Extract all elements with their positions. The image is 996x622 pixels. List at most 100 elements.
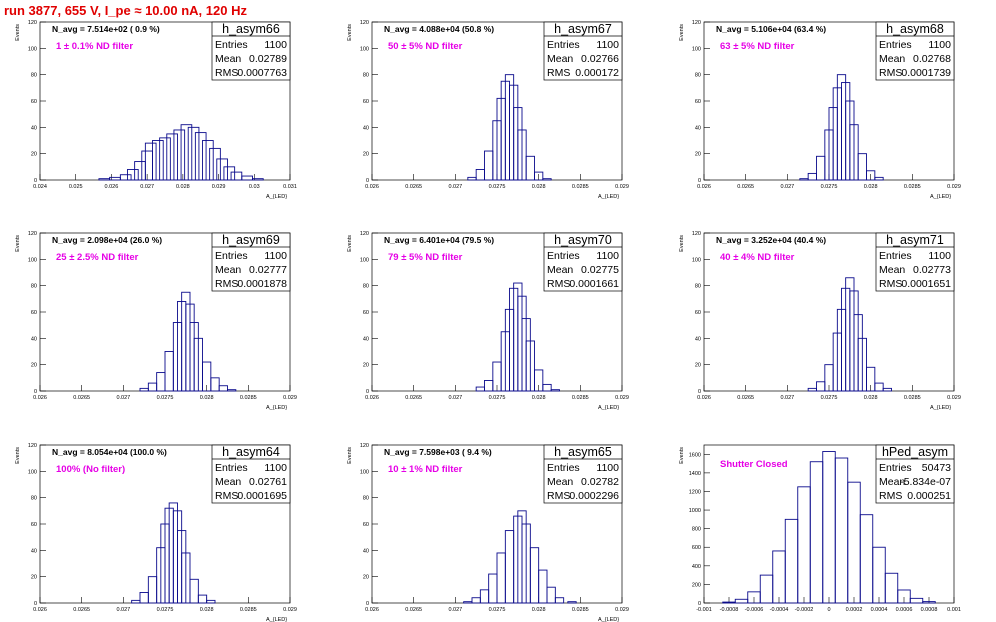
x-tick-label: 0.0275 — [489, 607, 506, 613]
stats-box — [543, 444, 623, 504]
histogram-bar — [496, 552, 506, 604]
x-tick-label: 0.028 — [200, 607, 214, 613]
x-tick-label: 0.026 — [33, 395, 47, 401]
x-axis-title: A_{LED} — [598, 405, 619, 411]
y-tick-label: 120 — [692, 20, 701, 26]
x-tick-label: 0.0275 — [489, 395, 506, 401]
histogram-bar — [529, 547, 540, 604]
navg-label: N_avg = 3.252e+04 (40.4 %) — [716, 235, 826, 245]
histogram-bar — [807, 387, 817, 392]
histogram-bar — [216, 158, 228, 181]
histogram-bar — [218, 385, 228, 392]
stats-entries-value: 50473 — [922, 462, 951, 474]
y-tick-label: 20 — [695, 363, 701, 369]
stats-mean-value: 0.02761 — [249, 476, 287, 488]
y-tick-label: 120 — [28, 231, 37, 237]
stats-entries-value: 1100 — [928, 39, 951, 51]
y-axis-title: Events — [347, 24, 353, 41]
stats-title: h_asym64 — [222, 445, 280, 459]
stats-rms-label: RMS — [215, 490, 238, 502]
x-tick-label: 0.0285 — [572, 607, 589, 613]
histogram-bar — [202, 140, 214, 181]
stats-mean-value: 0.02782 — [581, 476, 619, 488]
x-tick-label: -0.001 — [696, 607, 712, 613]
histogram-bar — [206, 599, 216, 604]
y-tick-label: 0 — [698, 601, 701, 607]
x-tick-label: 0.029 — [947, 395, 961, 401]
x-tick-label: 0.0285 — [904, 395, 921, 401]
histogram-bar — [230, 171, 243, 181]
histogram-bar — [479, 589, 490, 604]
x-tick-label: 0.026 — [33, 607, 47, 613]
stats-entries-value: 1100 — [596, 462, 619, 474]
x-axis-title: A_{LED} — [266, 617, 287, 622]
y-tick-label: 20 — [31, 575, 37, 581]
stats-title: h_asym69 — [222, 233, 280, 247]
run-title: run 3877, 655 V, I_pe ≈ 10.00 nA, 120 Hz — [4, 3, 247, 18]
stats-entries-value: 1100 — [264, 462, 287, 474]
histogram-bar — [734, 598, 749, 604]
stats-rms-label: RMS — [879, 490, 902, 502]
x-tick-label: 0.027 — [116, 607, 130, 613]
stats-rms-value: 0.000172 — [575, 67, 619, 79]
stats-mean-label: Mean — [547, 476, 573, 488]
x-tick-label: 0.0285 — [904, 184, 921, 190]
stats-rms-value: 0.0007763 — [237, 67, 287, 79]
histogram-bar — [534, 369, 544, 392]
y-tick-label: 120 — [692, 231, 701, 237]
y-tick-label: 100 — [28, 469, 37, 475]
stats-box — [211, 232, 291, 292]
y-tick-label: 100 — [692, 257, 701, 263]
y-tick-label: 40 — [31, 125, 37, 131]
navg-label: N_avg = 8.054e+04 (100.0 %) — [52, 447, 167, 457]
stats-entries-label: Entries — [215, 250, 248, 262]
stats-mean-label: Mean — [547, 264, 573, 276]
stats-rms-value: 0.0001878 — [237, 278, 287, 290]
stats-mean-label: Mean — [879, 264, 905, 276]
x-tick-label: 0.0006 — [896, 607, 913, 613]
y-tick-label: 100 — [28, 257, 37, 263]
stats-entries-label: Entries — [215, 39, 248, 51]
y-tick-label: 20 — [695, 152, 701, 158]
filter-label: 10 ± 1% ND filter — [388, 464, 463, 475]
filter-label: Shutter Closed — [720, 459, 788, 470]
histogram-bar — [759, 574, 774, 604]
y-tick-label: 60 — [695, 310, 701, 316]
stats-mean-value: 0.02766 — [581, 53, 619, 65]
navg-label: N_avg = 6.401e+04 (79.5 %) — [384, 235, 494, 245]
histogram-bar — [834, 457, 849, 604]
y-tick-label: 1600 — [689, 452, 701, 458]
histogram-bar — [173, 129, 186, 181]
x-tick-label: 0.0004 — [871, 607, 888, 613]
x-tick-label: 0.0285 — [572, 395, 589, 401]
y-tick-label: 100 — [692, 46, 701, 52]
histogram-bar — [152, 140, 164, 181]
histogram-bar — [874, 382, 884, 392]
histogram-bar — [538, 569, 548, 604]
histogram-bar — [874, 176, 884, 181]
x-tick-label: 0.0285 — [240, 395, 257, 401]
x-tick-label: 0.027 — [448, 607, 462, 613]
x-axis-title: A_{LED} — [266, 194, 287, 200]
histogram-bar — [534, 171, 544, 181]
x-tick-label: 0.031 — [283, 184, 297, 190]
histogram-bar — [209, 147, 221, 181]
y-tick-label: 60 — [31, 99, 37, 105]
stats-rms-label: RMS — [547, 278, 570, 290]
x-tick-label: 0.028 — [532, 395, 546, 401]
x-tick-label: 0.026 — [365, 184, 379, 190]
stats-mean-value: 0.02773 — [913, 264, 951, 276]
x-tick-label: 0.027 — [780, 395, 794, 401]
histogram-bar — [467, 176, 477, 181]
histogram-bar — [131, 599, 141, 604]
x-tick-label: 0.029 — [283, 607, 297, 613]
y-tick-label: 60 — [31, 522, 37, 528]
y-tick-label: 20 — [31, 152, 37, 158]
y-tick-label: 40 — [363, 125, 369, 131]
x-axis-title: A_{LED} — [930, 194, 951, 200]
histogram-bar — [525, 155, 535, 181]
stats-rms-value: 0.000251 — [907, 490, 951, 502]
y-tick-label: 0 — [366, 178, 369, 184]
x-tick-label: 0.0275 — [489, 184, 506, 190]
x-tick-label: 0.0265 — [737, 395, 754, 401]
